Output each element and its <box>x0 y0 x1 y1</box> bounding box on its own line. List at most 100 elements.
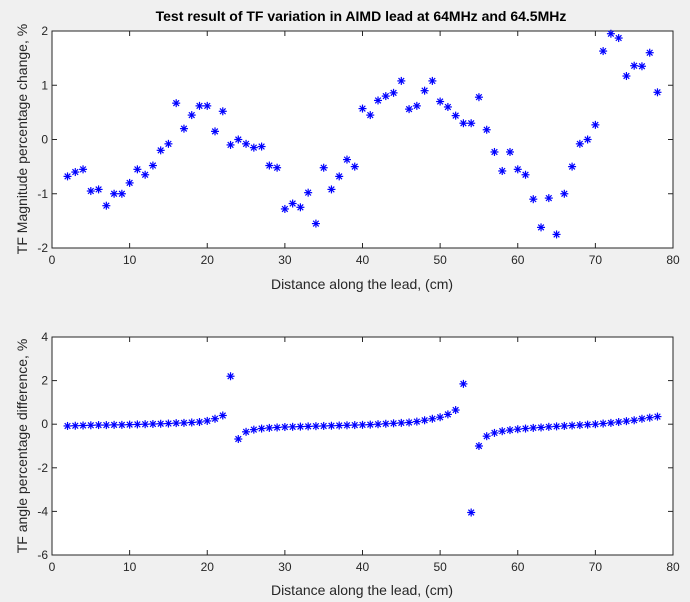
data-point-magnitude <box>79 165 88 174</box>
data-point-magnitude <box>451 111 460 120</box>
y-tick-label-angle: -2 <box>37 461 48 475</box>
data-point-magnitude <box>141 170 150 179</box>
data-point-magnitude <box>71 168 80 177</box>
data-point-angle <box>319 421 328 430</box>
data-point-angle <box>179 418 188 427</box>
y-tick-label-angle: 4 <box>41 330 48 344</box>
x-tick-label-magnitude: 60 <box>511 253 525 267</box>
x-tick-label-magnitude: 40 <box>356 253 370 267</box>
data-point-magnitude <box>374 96 383 105</box>
y-tick-label-angle: -6 <box>37 548 48 562</box>
data-point-magnitude <box>366 111 375 120</box>
markers-angle <box>63 372 662 517</box>
x-tick-label-magnitude: 10 <box>123 253 137 267</box>
data-point-angle <box>296 422 305 431</box>
data-point-angle <box>521 424 530 433</box>
data-point-magnitude <box>179 124 188 133</box>
data-point-magnitude <box>606 29 615 38</box>
x-tick-label-angle: 30 <box>278 560 292 574</box>
data-point-angle <box>242 427 251 436</box>
data-point-magnitude <box>443 102 452 111</box>
data-point-magnitude <box>405 105 414 114</box>
ticks-magnitude: 0 10 20 30 40 50 60 70 80 -2 -1 0 1 2 <box>37 24 680 267</box>
data-point-magnitude <box>94 185 103 194</box>
x-tick-label-magnitude: 30 <box>278 253 292 267</box>
data-point-magnitude <box>599 47 608 56</box>
data-point-angle <box>389 419 398 428</box>
data-point-angle <box>288 422 297 431</box>
data-point-angle <box>148 419 157 428</box>
data-point-angle <box>653 412 662 421</box>
data-point-magnitude <box>335 172 344 181</box>
data-point-magnitude <box>428 76 437 85</box>
data-point-angle <box>327 421 336 430</box>
data-point-magnitude <box>505 147 514 156</box>
data-point-angle <box>529 423 538 432</box>
data-point-angle <box>451 406 460 415</box>
data-point-magnitude <box>288 199 297 208</box>
data-point-angle <box>544 422 553 431</box>
data-point-magnitude <box>117 189 126 198</box>
data-point-magnitude <box>156 146 165 155</box>
x-tick-label-angle: 80 <box>666 560 680 574</box>
x-tick-label-magnitude: 70 <box>589 253 603 267</box>
data-point-angle <box>513 425 522 434</box>
data-point-magnitude <box>653 88 662 97</box>
data-point-magnitude <box>342 155 351 164</box>
data-point-angle <box>622 417 631 426</box>
data-point-magnitude <box>358 104 367 113</box>
data-point-angle <box>335 421 344 430</box>
data-point-angle <box>482 432 491 441</box>
data-point-magnitude <box>125 178 134 187</box>
data-point-magnitude <box>218 107 227 116</box>
data-point-magnitude <box>273 163 282 172</box>
data-point-angle <box>218 411 227 420</box>
data-point-magnitude <box>226 140 235 149</box>
data-point-angle <box>537 423 546 432</box>
data-point-magnitude <box>195 101 204 110</box>
x-axis-label-magnitude: Distance along the lead, (cm) <box>271 276 453 292</box>
data-point-angle <box>568 421 577 430</box>
data-point-angle <box>226 372 235 381</box>
data-point-magnitude <box>397 76 406 85</box>
data-point-angle <box>273 423 282 432</box>
x-tick-label-magnitude: 20 <box>201 253 215 267</box>
data-point-magnitude <box>622 72 631 81</box>
data-point-angle <box>265 423 274 432</box>
data-point-angle <box>645 413 654 422</box>
data-point-magnitude <box>521 170 530 179</box>
data-point-angle <box>591 420 600 429</box>
data-point-angle <box>614 418 623 427</box>
y-tick-label-magnitude: 2 <box>41 24 48 38</box>
data-point-magnitude <box>257 142 266 151</box>
data-point-magnitude <box>467 119 476 128</box>
y-tick-label-angle: 0 <box>41 417 48 431</box>
data-point-magnitude <box>498 166 507 175</box>
data-point-angle <box>280 423 289 432</box>
chart-title: Test result of TF variation in AIMD lead… <box>156 8 567 24</box>
data-point-angle <box>397 418 406 427</box>
data-point-magnitude <box>552 230 561 239</box>
data-point-magnitude <box>513 165 522 174</box>
y-tick-label-magnitude: -2 <box>37 241 48 255</box>
data-point-angle <box>599 419 608 428</box>
data-point-magnitude <box>591 120 600 129</box>
ticks-angle: 0 10 20 30 40 50 60 70 80 -6 -4 -2 0 2 4 <box>37 330 680 574</box>
data-point-magnitude <box>265 161 274 170</box>
data-point-angle <box>350 421 359 430</box>
x-tick-label-angle: 10 <box>123 560 137 574</box>
data-point-angle <box>474 442 483 450</box>
data-point-magnitude <box>249 143 258 152</box>
x-axis-label-angle: Distance along the lead, (cm) <box>271 582 453 598</box>
data-point-magnitude <box>482 125 491 134</box>
data-point-angle <box>637 414 646 423</box>
data-point-angle <box>156 419 165 428</box>
data-point-angle <box>117 420 126 429</box>
data-point-magnitude <box>436 97 445 106</box>
data-point-angle <box>125 420 134 429</box>
data-point-magnitude <box>614 34 623 43</box>
data-point-magnitude <box>86 187 95 196</box>
data-point-angle <box>467 508 476 517</box>
y-tick-label-angle: 2 <box>41 374 48 388</box>
